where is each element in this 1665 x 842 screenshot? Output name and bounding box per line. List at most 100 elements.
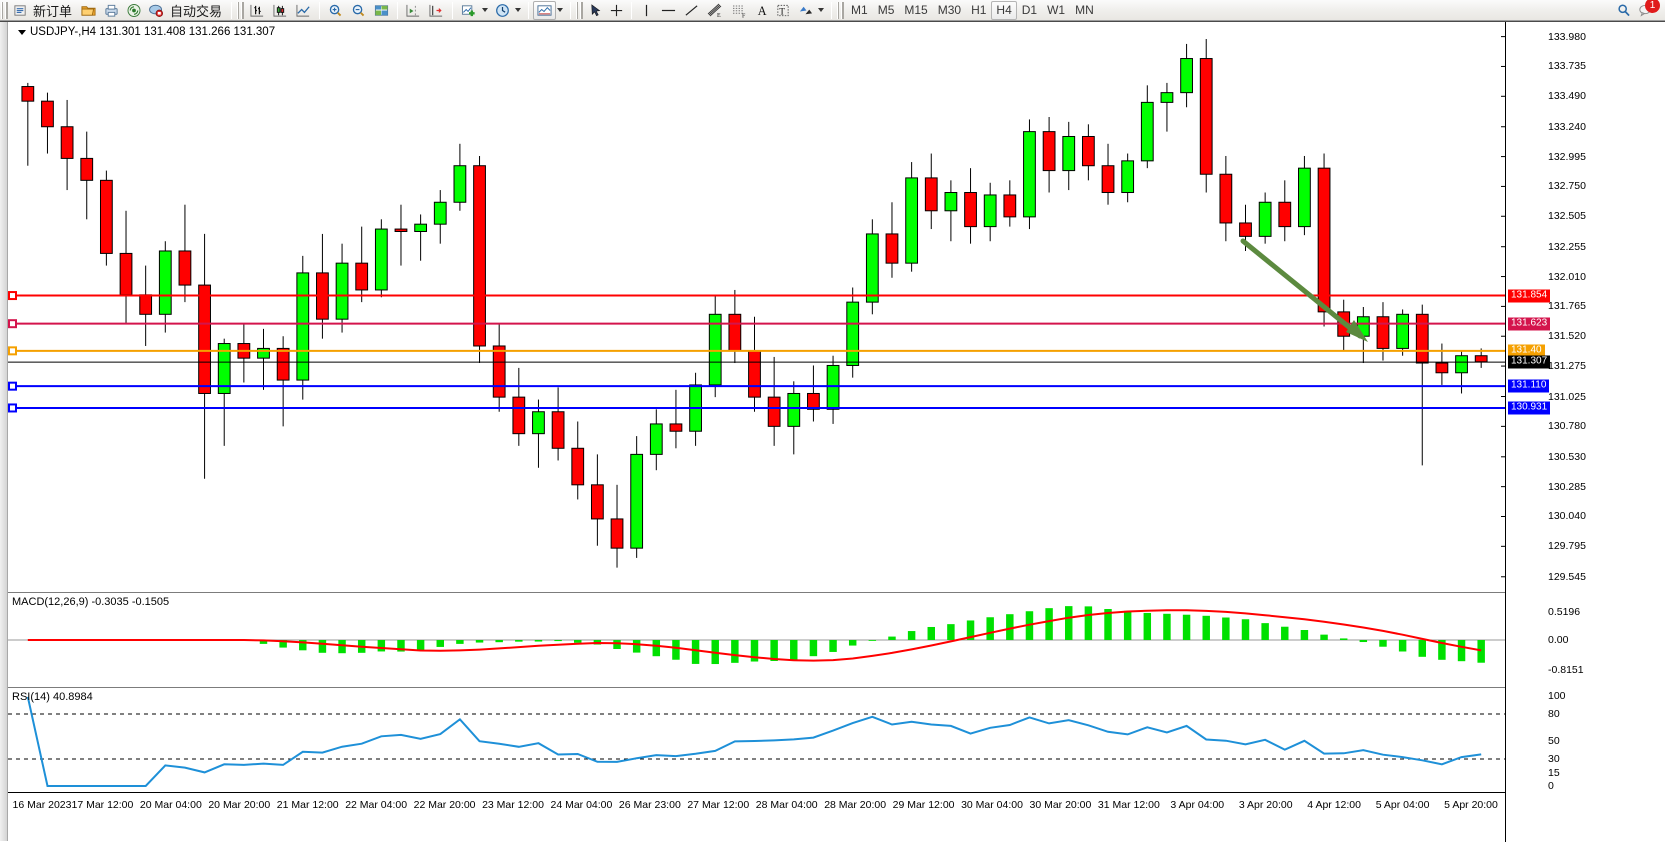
toolbar-grip-2[interactable] bbox=[237, 1, 245, 19]
time-axis-label: 27 Mar 12:00 bbox=[687, 799, 750, 811]
svg-text:T: T bbox=[779, 7, 785, 17]
time-axis-label: 28 Mar 20:00 bbox=[824, 799, 887, 811]
price-axis-tick: 130.285 bbox=[1548, 480, 1586, 493]
period-clock-icon[interactable] bbox=[491, 1, 514, 20]
macd-axis-tick: -0.8151 bbox=[1548, 664, 1584, 677]
rsi-axis-tick: 50 bbox=[1548, 735, 1560, 747]
timeframe-w1[interactable]: W1 bbox=[1047, 3, 1066, 17]
time-axis-label: 26 Mar 23:00 bbox=[618, 799, 681, 811]
chart-scrollbar[interactable] bbox=[0, 22, 8, 841]
toolbar-grip-4[interactable] bbox=[837, 1, 845, 19]
trendline-icon[interactable] bbox=[680, 1, 703, 20]
price-axis-tick: 131.275 bbox=[1548, 360, 1586, 373]
time-axis-label: 23 Mar 12:00 bbox=[482, 799, 544, 811]
rsi-axis-tick: 0 bbox=[1548, 780, 1554, 792]
price-axis-tick: 129.795 bbox=[1548, 540, 1586, 553]
time-axis-label: 16 Mar 2023 bbox=[12, 799, 72, 811]
toolbar-separator-7 bbox=[631, 1, 633, 19]
text-icon[interactable]: A bbox=[751, 1, 772, 20]
timeframe-mn[interactable]: MN bbox=[1075, 3, 1094, 17]
equidistant-channel-icon[interactable]: E bbox=[703, 1, 727, 20]
fibonacci-icon[interactable]: F bbox=[727, 1, 751, 20]
chevron-down-icon[interactable] bbox=[482, 8, 489, 12]
timeframe-h4[interactable]: H4 bbox=[991, 0, 1017, 20]
folder-icon[interactable] bbox=[77, 1, 100, 20]
down-arrow-annotation[interactable] bbox=[8, 22, 1505, 592]
rsi-pane[interactable]: RSI(14) 40.8984 bbox=[8, 687, 1505, 792]
horizontal-level-lines bbox=[8, 36, 1505, 578]
new-order-label[interactable]: 新订单 bbox=[33, 3, 73, 19]
price-label-current-price: 131.307 bbox=[1508, 355, 1551, 369]
price-axis-tick: 131.520 bbox=[1548, 330, 1586, 343]
price-axis-tick: 132.995 bbox=[1548, 150, 1586, 163]
auto-trading-label[interactable]: 自动交易 bbox=[170, 3, 223, 19]
timeframe-m15[interactable]: M15 bbox=[904, 3, 928, 17]
zoom-out-icon[interactable] bbox=[347, 1, 370, 20]
time-axis-label: 29 Mar 12:00 bbox=[892, 799, 955, 811]
svg-text:F: F bbox=[742, 13, 746, 18]
printer-icon[interactable] bbox=[100, 1, 123, 20]
text-label-icon[interactable]: T bbox=[772, 1, 794, 20]
timeframe-m1[interactable]: M1 bbox=[851, 3, 868, 17]
chevron-down-icon-4[interactable] bbox=[818, 8, 825, 12]
rsi-axis-tick: 80 bbox=[1548, 708, 1560, 720]
chevron-down-icon-2[interactable] bbox=[515, 8, 522, 12]
chevron-down-icon-3[interactable] bbox=[557, 8, 564, 12]
time-axis-label: 20 Mar 20:00 bbox=[208, 799, 271, 811]
macd-series bbox=[8, 606, 1505, 665]
timeframe-m5[interactable]: M5 bbox=[877, 3, 895, 17]
time-axis-label: 24 Mar 04:00 bbox=[550, 799, 613, 811]
rsi-series bbox=[8, 696, 1505, 787]
auto-scroll-icon[interactable] bbox=[425, 1, 448, 20]
time-axis-label: 21 Mar 12:00 bbox=[276, 799, 339, 811]
price-label-resistance-2: 131.623 bbox=[1508, 317, 1551, 331]
price-axis-tick: 133.735 bbox=[1548, 60, 1586, 73]
time-axis-label: 28 Mar 04:00 bbox=[755, 799, 818, 811]
cursor-icon[interactable] bbox=[585, 1, 606, 20]
chart-menu-icon[interactable] bbox=[18, 29, 26, 35]
toolbar-grip-3[interactable] bbox=[576, 1, 584, 19]
price-axis-tick: 133.490 bbox=[1548, 90, 1586, 103]
timeframe-m30[interactable]: M30 bbox=[937, 3, 962, 17]
price-axis-tick: 132.750 bbox=[1548, 180, 1586, 193]
new-order-icon[interactable] bbox=[10, 1, 31, 20]
shapes-icon[interactable] bbox=[794, 1, 817, 20]
rsi-axis-tick: 30 bbox=[1548, 753, 1560, 765]
price-axis-tick: 132.010 bbox=[1548, 270, 1586, 283]
price-axis-tick: 130.040 bbox=[1548, 510, 1586, 523]
toolbar-separator-8 bbox=[831, 1, 833, 19]
chart-plot-area[interactable]: USDJPY-,H4 131.301 131.408 131.266 131.3… bbox=[8, 22, 1505, 842]
line-chart-icon[interactable] bbox=[292, 1, 315, 20]
macd-pane[interactable]: MACD(12,26,9) -0.3035 -0.1505 bbox=[8, 592, 1505, 687]
time-axis-label: 5 Apr 20:00 bbox=[1444, 799, 1498, 811]
price-axis-tick: 132.255 bbox=[1548, 240, 1586, 253]
time-axis-label: 20 Mar 04:00 bbox=[139, 799, 202, 811]
zoom-in-icon[interactable] bbox=[324, 1, 347, 20]
toolbar-separator-6 bbox=[570, 1, 572, 19]
add-indicator-icon[interactable] bbox=[457, 1, 481, 20]
signals-icon[interactable] bbox=[123, 1, 145, 20]
price-pane[interactable] bbox=[8, 22, 1505, 592]
bar-chart-icon[interactable] bbox=[246, 1, 269, 20]
price-axis[interactable]: 131.854 131.623 131.40 131.307 131.110 130.93… bbox=[1505, 22, 1665, 842]
timeframe-d1[interactable]: D1 bbox=[1021, 3, 1038, 17]
notification-icon[interactable]: 1 bbox=[1635, 0, 1660, 20]
templates-icon[interactable] bbox=[533, 0, 557, 20]
price-axis-tick: 131.025 bbox=[1548, 390, 1586, 403]
chart-shift-icon[interactable] bbox=[402, 1, 425, 20]
candlestick-chart-icon[interactable] bbox=[269, 1, 292, 20]
vertical-line-icon[interactable] bbox=[636, 1, 657, 20]
rsi-axis-tick: 15 bbox=[1548, 766, 1560, 779]
grid-icon[interactable] bbox=[370, 1, 393, 20]
toolbar-grip[interactable] bbox=[1, 1, 8, 19]
price-axis-tick: 132.505 bbox=[1548, 210, 1586, 223]
expert-advisor-icon[interactable] bbox=[145, 1, 168, 20]
search-icon[interactable] bbox=[1613, 1, 1635, 20]
time-axis-label: 3 Apr 04:00 bbox=[1170, 799, 1225, 811]
price-axis-tick: 133.980 bbox=[1548, 30, 1586, 43]
horizontal-line-icon[interactable] bbox=[657, 1, 680, 20]
rsi-axis-tick: 100 bbox=[1548, 690, 1566, 702]
crosshair-icon[interactable] bbox=[606, 1, 627, 20]
timeframe-h1[interactable]: H1 bbox=[971, 3, 987, 17]
price-axis-tick: 131.765 bbox=[1548, 300, 1586, 313]
